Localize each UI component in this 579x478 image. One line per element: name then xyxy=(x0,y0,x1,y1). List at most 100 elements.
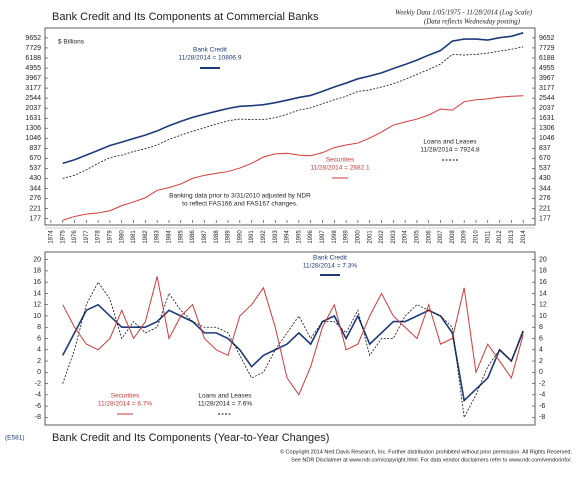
y-axis-label: $ Billions xyxy=(58,39,85,46)
y-tick-label-right: 12 xyxy=(539,302,547,309)
y-tick-label-right: 16 xyxy=(539,279,547,286)
x-tick-label: 2007 xyxy=(438,230,444,244)
x-tick-label: 1981 xyxy=(131,230,137,244)
y-tick-label-right: 276 xyxy=(539,195,551,202)
x-tick-label: 1974 xyxy=(48,230,54,244)
y-tick-label: 1046 xyxy=(25,135,41,142)
annotation: Loans and Leases xyxy=(423,139,477,146)
y-tick-label: 2 xyxy=(37,358,41,365)
y-tick-label: 6 xyxy=(37,335,41,342)
x-tick-label: 2009 xyxy=(462,230,468,244)
y-tick-label-right: 4 xyxy=(539,347,543,354)
x-tick-label: 1990 xyxy=(237,230,243,244)
x-tick-label: 1977 xyxy=(84,230,90,244)
y-tick-label: 344 xyxy=(29,185,41,192)
x-tick-label: 1985 xyxy=(178,230,184,244)
x-tick-label: 1999 xyxy=(344,230,350,244)
series-line xyxy=(62,276,524,396)
x-tick-label: 2002 xyxy=(379,230,385,244)
y-tick-label-right: 1631 xyxy=(539,115,555,122)
y-tick-label-right: 1306 xyxy=(539,125,555,132)
y-tick-label-right: 2037 xyxy=(539,105,555,112)
y-tick-label-right: 430 xyxy=(539,175,551,182)
x-tick-label: 1993 xyxy=(273,230,279,244)
x-tick-label: 2003 xyxy=(391,230,397,244)
y-tick-label: 20 xyxy=(33,256,41,263)
x-tick-label: 1980 xyxy=(119,230,125,244)
series-line xyxy=(62,32,524,165)
y-tick-label: 1306 xyxy=(25,125,41,132)
y-tick-label-right: 10 xyxy=(539,313,547,320)
y-tick-label: -8 xyxy=(35,414,41,421)
y-tick-label-right: 837 xyxy=(539,145,551,152)
y-tick-label: 6188 xyxy=(25,55,41,62)
y-tick-label: -6 xyxy=(35,403,41,410)
y-tick-label: 837 xyxy=(29,145,41,152)
series-line xyxy=(62,281,524,419)
x-tick-label: 2000 xyxy=(355,230,361,244)
x-tick-label: 1992 xyxy=(261,230,267,244)
x-tick-label: 2006 xyxy=(426,230,432,244)
y-tick-label: 9652 xyxy=(25,35,41,42)
x-tick-label: 1979 xyxy=(108,230,114,244)
y-tick-label-right: -4 xyxy=(539,392,545,399)
x-tick-label: 1975 xyxy=(60,230,66,244)
chart-title: Bank Credit and Its Components at Commer… xyxy=(52,11,319,23)
annotation: 11/28/2014 = 7.3% xyxy=(303,263,357,270)
x-tick-label: 1986 xyxy=(190,230,196,244)
y-tick-label-right: 344 xyxy=(539,185,551,192)
x-tick-label: 2010 xyxy=(474,230,480,244)
y-tick-label-right: -2 xyxy=(539,380,545,387)
y-tick-label-right: 18 xyxy=(539,268,547,275)
y-tick-label: 14 xyxy=(33,290,41,297)
y-tick-label: 670 xyxy=(29,155,41,162)
x-tick-label: 1978 xyxy=(96,230,102,244)
annotation: 11/28/2014 = 7.6% xyxy=(198,401,252,408)
annotation: Loans and Leases xyxy=(198,393,252,400)
y-tick-label: -2 xyxy=(35,380,41,387)
series-line xyxy=(62,303,524,403)
x-tick-label: 2011 xyxy=(485,230,491,244)
y-tick-label-right: 177 xyxy=(539,215,551,222)
x-tick-label: 2005 xyxy=(415,230,421,244)
y-tick-label: 18 xyxy=(33,268,41,275)
x-tick-label: 1982 xyxy=(143,230,149,244)
subtitle: Weekly Data 1/05/1975 - 11/28/2014 (Log … xyxy=(395,9,533,17)
y-tick-label-right: 537 xyxy=(539,165,551,172)
chart-code: (E581) xyxy=(5,435,25,442)
x-tick-label: 1995 xyxy=(296,230,302,244)
note: Banking data prior to 3/31/2010 adjusted… xyxy=(169,193,311,200)
annotation: Bank Credit xyxy=(313,255,347,262)
x-tick-label: 1998 xyxy=(332,230,338,244)
x-tick-label: 1989 xyxy=(226,230,232,244)
y-tick-label: 3177 xyxy=(25,85,41,92)
y-tick-label: 4 xyxy=(37,347,41,354)
y-tick-label: 276 xyxy=(29,195,41,202)
y-tick-label-right: 14 xyxy=(539,290,547,297)
y-tick-label: 2037 xyxy=(25,105,41,112)
y-tick-label-right: 8 xyxy=(539,324,543,331)
x-tick-label: 1987 xyxy=(202,230,208,244)
y-tick-label: 3967 xyxy=(25,75,41,82)
y-tick-label-right: 3177 xyxy=(539,85,555,92)
y-tick-label-right: 9652 xyxy=(539,35,555,42)
x-tick-label: 2012 xyxy=(497,230,503,244)
y-tick-label-right: 2 xyxy=(539,358,543,365)
series-line xyxy=(62,46,524,179)
y-tick-label: 16 xyxy=(33,279,41,286)
y-tick-label-right: -8 xyxy=(539,414,545,421)
y-tick-label-right: 6 xyxy=(539,335,543,342)
annotation: 11/28/2014 = 2682.1 xyxy=(310,165,370,172)
y-tick-label-right: 7729 xyxy=(539,45,555,52)
y-tick-label-right: 221 xyxy=(539,205,551,212)
y-tick-label: 177 xyxy=(29,215,41,222)
y-tick-label: 0 xyxy=(37,369,41,376)
y-tick-label-right: 3967 xyxy=(539,75,555,82)
subtitle-note: (Data reflects Wednesday posting) xyxy=(424,18,521,26)
y-tick-label-right: 20 xyxy=(539,256,547,263)
x-tick-label: 1984 xyxy=(167,230,173,244)
x-tick-label: 2001 xyxy=(367,230,373,244)
y-tick-label: 8 xyxy=(37,324,41,331)
x-tick-label: 1983 xyxy=(155,230,161,244)
